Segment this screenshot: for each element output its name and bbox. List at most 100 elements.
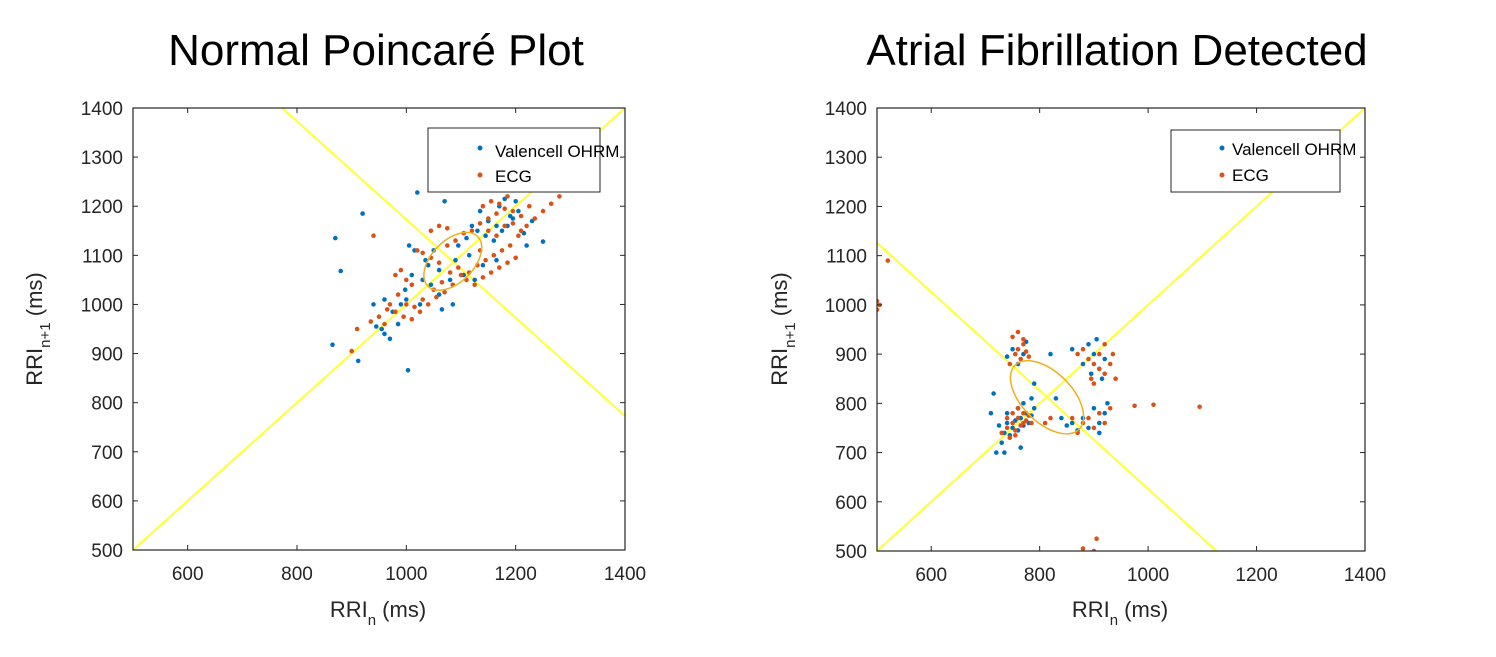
point-valencell [1102,410,1107,416]
x-tick-label: 800 [281,564,313,585]
point-valencell [1105,401,1110,406]
point-ecg [445,243,450,248]
x-axis-label: RRIn (ms) [1072,597,1168,629]
point-valencell [382,331,387,337]
point-ecg [1151,402,1156,408]
x-tick-label: 800 [1024,565,1056,586]
point-ecg [486,216,491,221]
point-valencell [333,235,338,241]
point-ecg [483,257,488,263]
point-ecg [488,199,494,204]
point-valencell [1097,430,1102,436]
point-ecg [1010,410,1015,416]
point-valencell [371,302,376,307]
point-ecg [1102,420,1107,426]
x-axis-label: RRIn (ms) [330,597,426,629]
point-valencell [1018,445,1023,450]
point-ecg [382,321,387,327]
point-valencell [330,342,335,348]
x-tick-label: 600 [915,565,947,586]
point-ecg [445,226,450,231]
axis-ticks: 600 800 1000 1200 1400 500 600 700 800 900 1000 110… [825,99,1386,586]
point-valencell [1094,337,1099,342]
point-ecg [1021,337,1026,342]
point-ecg [447,270,453,275]
point-ecg [1042,420,1048,426]
point-ecg [1007,361,1013,367]
point-valencell [1086,425,1091,431]
point-ecg [1010,334,1015,340]
x-tick-label: 1000 [385,564,427,585]
y-tick-label: 800 [91,394,123,415]
point-ecg [439,280,445,285]
x-tick-label: 1400 [1344,565,1386,586]
point-valencell [1031,381,1037,386]
point-ecg [1107,361,1113,367]
point-ecg [1113,376,1118,382]
point-ecg [1091,425,1097,431]
point-ecg [516,233,521,238]
axis-ticks: 600 800 1000 1200 1400 500 600 700 800 900 1000 110… [81,99,646,585]
point-ecg [1091,381,1097,386]
point-ecg [1102,371,1107,377]
point-ecg [540,208,546,214]
point-ecg [885,258,891,263]
point-valencell [415,190,420,195]
point-ecg [557,194,562,199]
point-ecg [436,260,442,266]
point-valencell [417,302,423,307]
point-ecg [404,302,409,307]
point-ecg [456,265,461,270]
point-ecg [453,238,458,243]
point-ecg [1021,410,1026,416]
point-valencell [338,268,344,274]
point-ecg [420,250,426,256]
legend-marker-valencell [1219,145,1225,151]
y-axis-label: RRIn+1 (ms) [22,272,54,385]
point-ecg [1029,420,1034,426]
y-tick-label: 1400 [81,99,123,120]
point-ecg [1026,354,1032,359]
point-ecg [1075,351,1080,357]
y-tick-label: 1400 [825,99,867,120]
point-valencell [1080,361,1086,367]
point-ecg [480,275,486,280]
point-ecg [393,272,398,278]
legend-entry-valencell: Valencell OHRM [495,142,619,161]
point-ecg [472,282,478,288]
point-ecg [1080,546,1086,551]
point-ecg [1007,435,1013,441]
point-ecg [1015,406,1021,411]
point-valencell [1069,346,1075,352]
y-tick-label: 600 [91,492,123,513]
point-valencell [1021,401,1026,406]
point-ecg [497,201,502,207]
point-valencell [1069,420,1075,426]
point-ecg [502,223,508,229]
point-ecg [436,223,442,229]
point-valencell [513,199,518,204]
point-ecg [469,228,475,234]
point-valencell [436,267,442,273]
y-tick-label: 700 [835,444,867,465]
point-ecg [458,272,464,278]
y-tick-label: 900 [91,345,123,366]
point-valencell [1059,415,1064,421]
point-ecg [368,319,374,324]
point-ecg [502,206,508,211]
point-ecg [505,194,510,199]
point-valencell [404,297,409,302]
point-valencell [480,262,486,268]
point-valencell [374,324,379,329]
point-ecg [527,203,532,209]
point-ecg [477,221,483,226]
point-valencell [1004,410,1010,416]
point-valencell [442,199,447,204]
y-tick-label: 500 [91,541,123,562]
point-valencell [456,243,461,248]
y-tick-label: 1000 [825,296,867,317]
point-valencell [999,440,1004,446]
point-ecg [393,309,398,315]
point-valencell [1099,376,1105,382]
